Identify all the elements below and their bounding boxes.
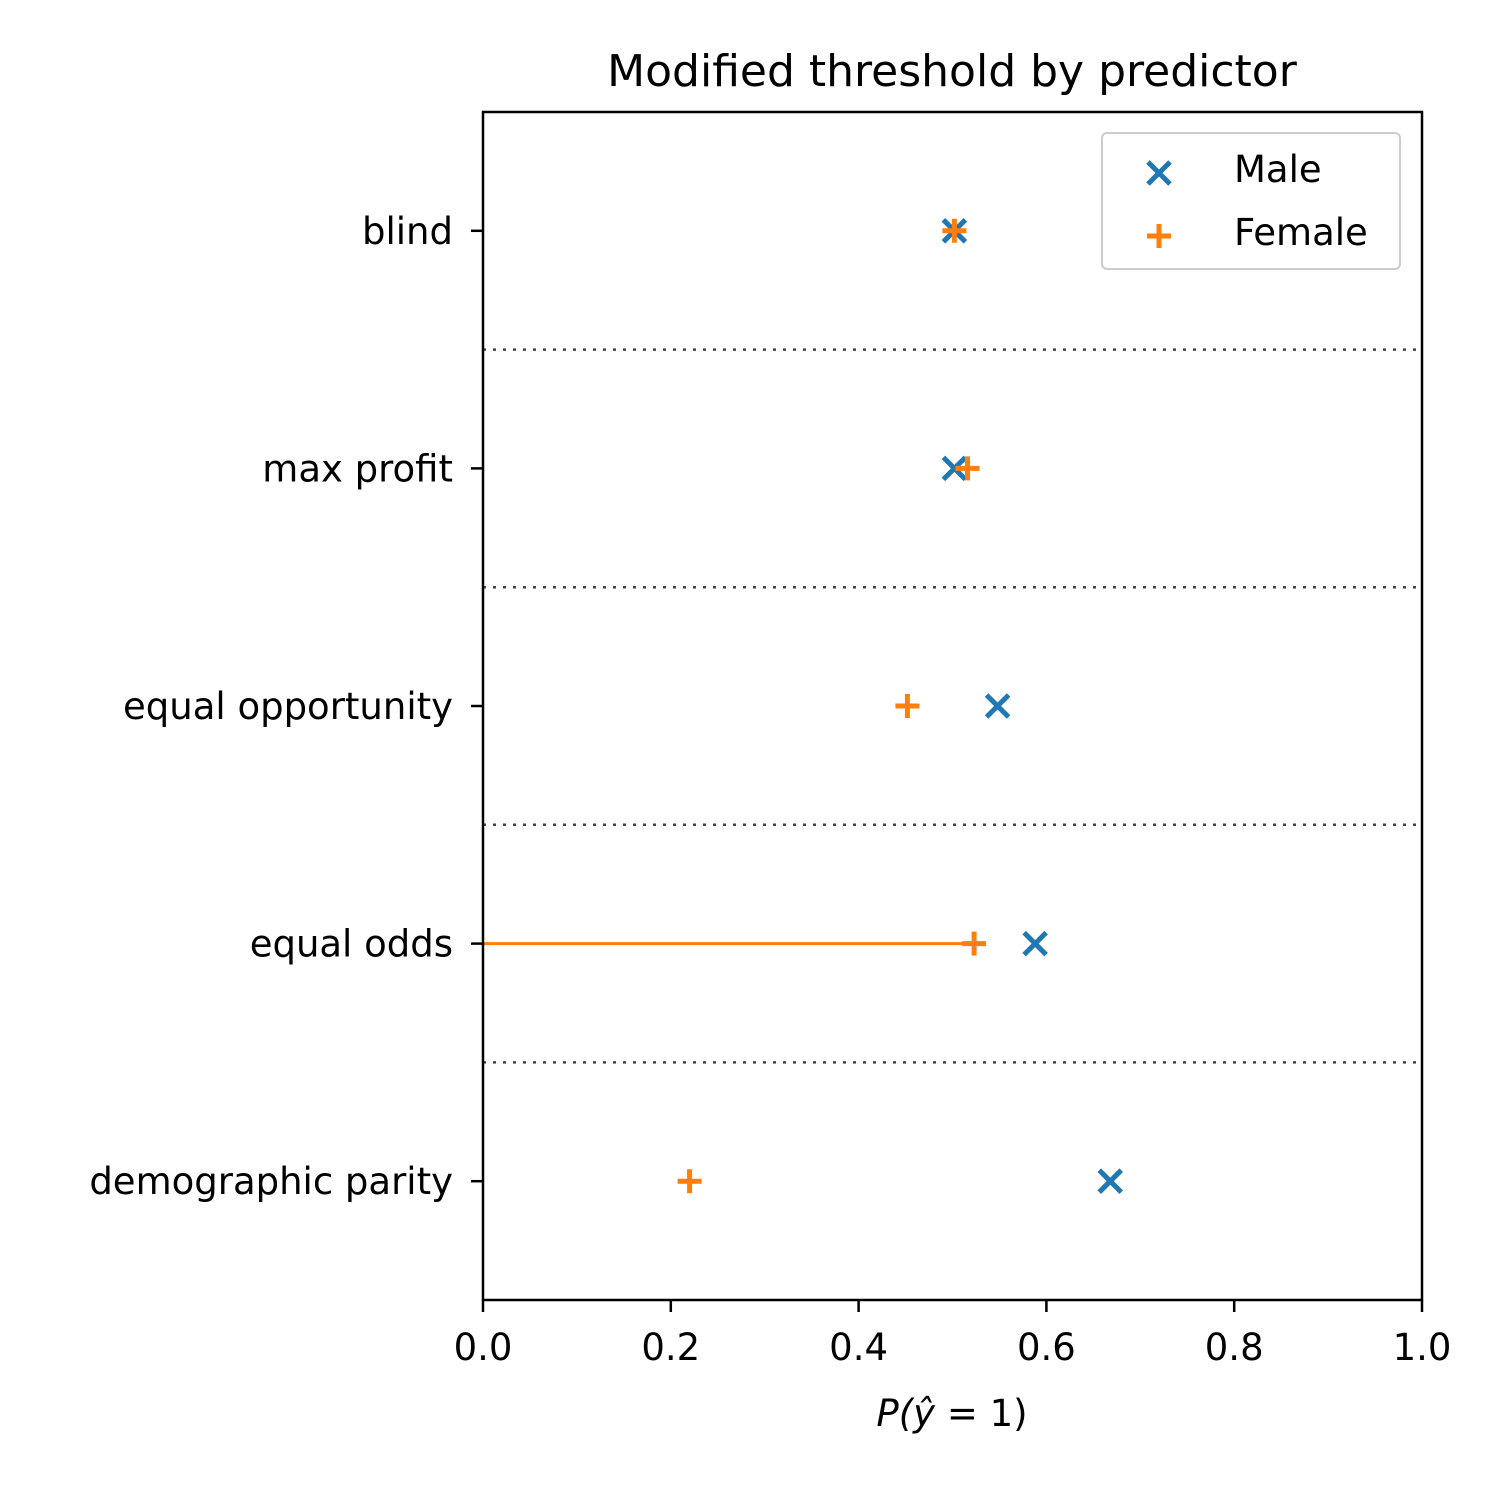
x-tick-label: 0.8	[1205, 1326, 1264, 1369]
y-tick-label: max profit	[262, 447, 453, 490]
male-marker	[1097, 1168, 1124, 1194]
x-tick-label: 0.4	[829, 1326, 888, 1369]
x-tick-label: 1.0	[1393, 1326, 1452, 1369]
legend-male-marker	[1146, 160, 1172, 186]
y-tick-label: equal odds	[250, 923, 453, 966]
male-marker	[984, 693, 1011, 719]
y-tick-label: blind	[362, 210, 453, 253]
chart-title: Modified threshold by predictor	[607, 46, 1298, 97]
male-marker	[1022, 930, 1048, 957]
legend: Male Female	[1101, 132, 1401, 270]
female-marker	[955, 456, 980, 481]
male-marker	[941, 455, 968, 482]
y-tick-label: demographic parity	[89, 1160, 453, 1203]
plot-background	[483, 112, 1422, 1300]
legend-label: Male	[1234, 148, 1322, 191]
female-marker	[962, 931, 987, 956]
female-marker	[895, 694, 920, 718]
y-tick-label: equal opportunity	[123, 685, 453, 728]
axes: 0.0 0.2 0.4 0.6 0.8 1.0 blind max profit equal o…	[89, 110, 1452, 1369]
x-tick-label: 0.6	[1017, 1326, 1076, 1369]
legend-female-marker	[1147, 224, 1171, 248]
legend-frame	[1101, 132, 1401, 270]
female-marker	[942, 218, 967, 243]
data-markers	[677, 218, 1124, 1194]
x-tick-label: 0.2	[641, 1326, 700, 1369]
x-axis-label: P(ŷ = 1)	[876, 1392, 1027, 1435]
plot-area	[483, 112, 1422, 1300]
x-tick-label: 0.0	[454, 1326, 513, 1369]
female-marker	[677, 1169, 702, 1194]
legend-label: Female	[1234, 211, 1368, 254]
